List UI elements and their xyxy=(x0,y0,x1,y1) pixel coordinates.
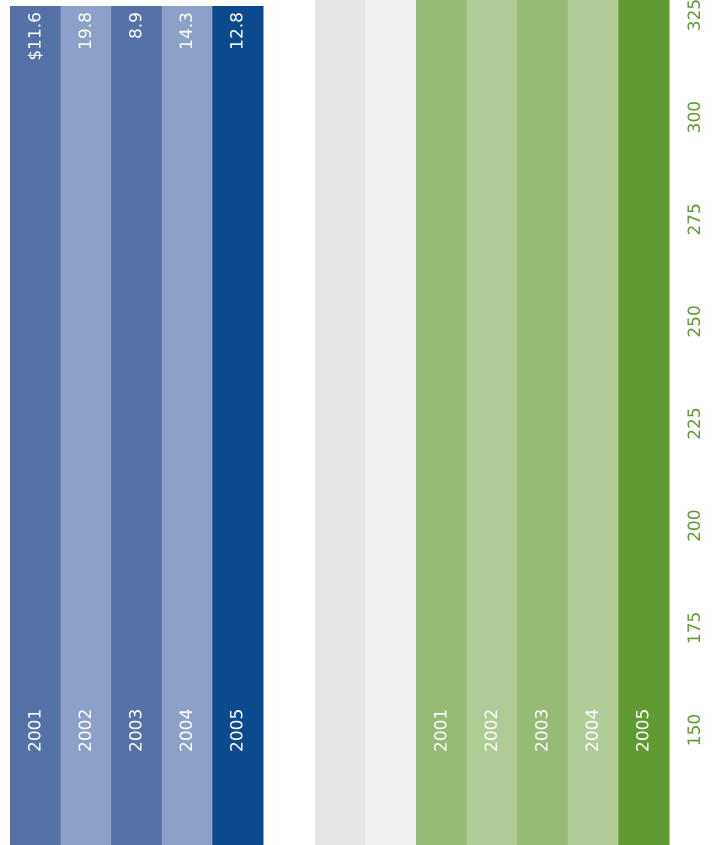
blue-stripe xyxy=(161,6,213,845)
year-label: 2004 xyxy=(583,709,603,752)
year-label: 2001 xyxy=(431,709,451,752)
blue-stripe xyxy=(212,6,264,845)
year-label: 2001 xyxy=(25,709,45,752)
green-stripe xyxy=(466,0,518,845)
axis-tick-label: 300 xyxy=(685,101,705,133)
axis-tick-label: 325 xyxy=(685,0,705,31)
year-label: 2002 xyxy=(482,709,502,752)
green-stripe xyxy=(618,0,670,845)
axis-tick-label: 150 xyxy=(685,714,705,746)
axis-tick-label: 275 xyxy=(685,203,705,235)
gray-stripe xyxy=(315,0,365,845)
year-label: 2003 xyxy=(127,709,147,752)
blue-stripe xyxy=(10,6,62,845)
value-label: 14.3 xyxy=(177,12,197,50)
axis-tick-label: 250 xyxy=(685,305,705,337)
green-stripe xyxy=(567,0,619,845)
axis-tick-label: 200 xyxy=(685,509,705,541)
year-label: 2005 xyxy=(228,709,248,752)
value-label: $11.6 xyxy=(25,12,45,61)
year-label: 2005 xyxy=(634,709,654,752)
year-label: 2004 xyxy=(177,709,197,752)
year-label: 2003 xyxy=(533,709,553,752)
year-label: 2002 xyxy=(76,709,96,752)
axis-tick-label: 175 xyxy=(685,612,705,644)
axis-tick-label: 225 xyxy=(685,407,705,439)
green-stripe xyxy=(517,0,569,845)
blue-stripe xyxy=(60,6,112,845)
gray-stripe xyxy=(365,0,416,845)
green-stripe xyxy=(416,0,468,845)
value-label: 8.9 xyxy=(127,12,147,39)
blue-stripe xyxy=(111,6,163,845)
value-label: 12.8 xyxy=(228,12,248,50)
value-label: 19.8 xyxy=(76,12,96,50)
